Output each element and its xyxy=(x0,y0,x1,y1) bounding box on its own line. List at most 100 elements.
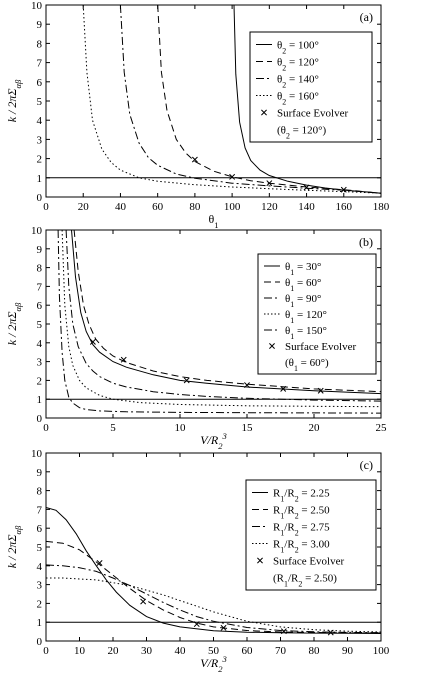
y-tick-label: 8 xyxy=(37,486,43,498)
series-line-1 xyxy=(71,230,381,395)
x-axis-label: V/R23 xyxy=(200,431,227,451)
x-tick-label: 70 xyxy=(275,645,287,657)
y-tick-label: 9 xyxy=(37,19,43,31)
y-tick-label: 9 xyxy=(37,244,43,256)
y-tick-label: 9 xyxy=(37,467,43,479)
y-tick-label: 0 xyxy=(37,636,43,648)
legend-label: R1/R2 = 2.50 xyxy=(273,505,330,521)
legend-label: (θ2 = 120°) xyxy=(277,125,327,141)
y-tick-label: 8 xyxy=(37,263,43,275)
legend-label: (R1/R2 = 2.50) xyxy=(273,573,337,589)
series-line-2 xyxy=(46,540,381,634)
x-tick-label: 40 xyxy=(175,645,187,657)
legend-label: R1/R2 = 2.25 xyxy=(273,488,330,504)
surface-evolver-marker xyxy=(140,598,147,605)
legend-marker xyxy=(261,109,267,116)
x-tick-label: 0 xyxy=(43,422,49,434)
surface-evolver-marker xyxy=(317,387,324,394)
x-tick-label: 60 xyxy=(242,645,254,657)
y-tick-label: 2 xyxy=(37,154,43,166)
panel-label: (b) xyxy=(359,235,373,249)
y-tick-label: 7 xyxy=(37,281,43,293)
y-tick-label: 7 xyxy=(37,58,43,70)
y-tick-label: 5 xyxy=(37,542,43,554)
x-tick-label: 20 xyxy=(108,645,120,657)
series-line-4 xyxy=(46,577,381,633)
surface-evolver-marker xyxy=(280,385,287,392)
x-tick-label: 120 xyxy=(261,201,278,213)
series-line-3 xyxy=(65,230,381,402)
legend-label: θ1 = 90° xyxy=(285,293,321,309)
legend-label: θ2 = 100° xyxy=(277,40,319,56)
y-tick-label: 1 xyxy=(37,617,43,629)
y-tick-label: 1 xyxy=(37,394,43,406)
x-tick-label: 15 xyxy=(242,422,254,434)
surface-evolver-marker xyxy=(303,184,310,191)
panel-label: (a) xyxy=(360,10,373,24)
surface-evolver-marker xyxy=(340,186,347,193)
series-line-5 xyxy=(57,230,381,414)
legend: θ2 = 100°θ2 = 120°θ2 = 140°θ2 = 160°Surf… xyxy=(249,31,373,143)
x-tick-label: 90 xyxy=(342,645,354,657)
chart-panel-1: 0 20 40 60 80 100 120 140 160 180 0 1 2 3 4 5 6 7 8 9 10 θ2 =… xyxy=(5,0,390,230)
x-tick-label: 20 xyxy=(309,422,321,434)
surface-evolver-marker xyxy=(280,628,287,635)
legend-label: θ2 = 140° xyxy=(277,74,319,90)
x-tick-label: 140 xyxy=(298,201,315,213)
legend-label: Surface Evolver xyxy=(285,341,356,353)
legend-label: θ2 = 120° xyxy=(277,57,319,73)
y-tick-label: 5 xyxy=(37,96,43,108)
surface-evolver-marker xyxy=(266,180,273,187)
legend-label: θ1 = 60° xyxy=(285,277,321,293)
surface-evolver-marker xyxy=(229,173,236,180)
legend-label: (θ1 = 60°) xyxy=(285,357,329,373)
series-line-3 xyxy=(119,5,381,194)
legend-label: Surface Evolver xyxy=(273,556,344,568)
y-axis-label: k / 2πΣαβ xyxy=(5,525,23,568)
surface-evolver-marker xyxy=(89,338,96,345)
x-tick-label: 40 xyxy=(115,201,127,213)
y-tick-label: 4 xyxy=(37,115,43,127)
y-tick-label: 3 xyxy=(37,580,43,592)
x-tick-label: 30 xyxy=(141,645,153,657)
legend-box xyxy=(257,253,377,375)
chart-panel-3: 0 10 20 30 40 50 60 70 80 90 100 0 1 2 3 4 5 6 7 8 9 10 R1/R2 … xyxy=(5,448,390,674)
y-tick-label: 3 xyxy=(37,357,43,369)
x-tick-label: 100 xyxy=(373,645,390,657)
legend-label: Surface Evolver xyxy=(277,108,348,120)
surface-evolver-marker xyxy=(193,621,200,628)
legend-label: R1/R2 = 2.75 xyxy=(273,522,330,538)
x-tick-label: 100 xyxy=(224,201,241,213)
series-line-2 xyxy=(73,230,381,393)
series-line-3 xyxy=(46,564,381,634)
legend-label: θ1 = 30° xyxy=(285,261,321,277)
y-tick-label: 1 xyxy=(37,173,43,185)
x-tick-label: 0 xyxy=(43,201,49,213)
y-tick-label: 0 xyxy=(37,413,43,425)
y-tick-label: 0 xyxy=(37,192,43,204)
x-tick-label: 10 xyxy=(175,422,187,434)
surface-evolver-marker xyxy=(220,624,227,631)
x-tick-label: 25 xyxy=(376,422,388,434)
series-line-4 xyxy=(61,230,381,408)
x-tick-label: 160 xyxy=(336,201,353,213)
series-line-4 xyxy=(82,5,381,194)
legend-label: θ2 = 160° xyxy=(277,91,319,107)
legend-label: θ1 = 120° xyxy=(285,309,327,325)
surface-evolver-marker xyxy=(120,356,127,363)
x-tick-label: 80 xyxy=(309,645,321,657)
y-tick-label: 4 xyxy=(37,561,43,573)
legend-marker xyxy=(257,557,263,564)
x-tick-label: 60 xyxy=(152,201,164,213)
x-axis-label: θ1 xyxy=(208,212,218,230)
x-tick-label: 10 xyxy=(74,645,86,657)
x-tick-label: 20 xyxy=(78,201,90,213)
legend-marker xyxy=(269,343,275,349)
y-tick-label: 5 xyxy=(37,319,43,331)
y-axis-label: k / 2πΣαβ xyxy=(5,302,23,345)
x-tick-label: 5 xyxy=(110,422,116,434)
y-tick-label: 2 xyxy=(37,598,43,610)
